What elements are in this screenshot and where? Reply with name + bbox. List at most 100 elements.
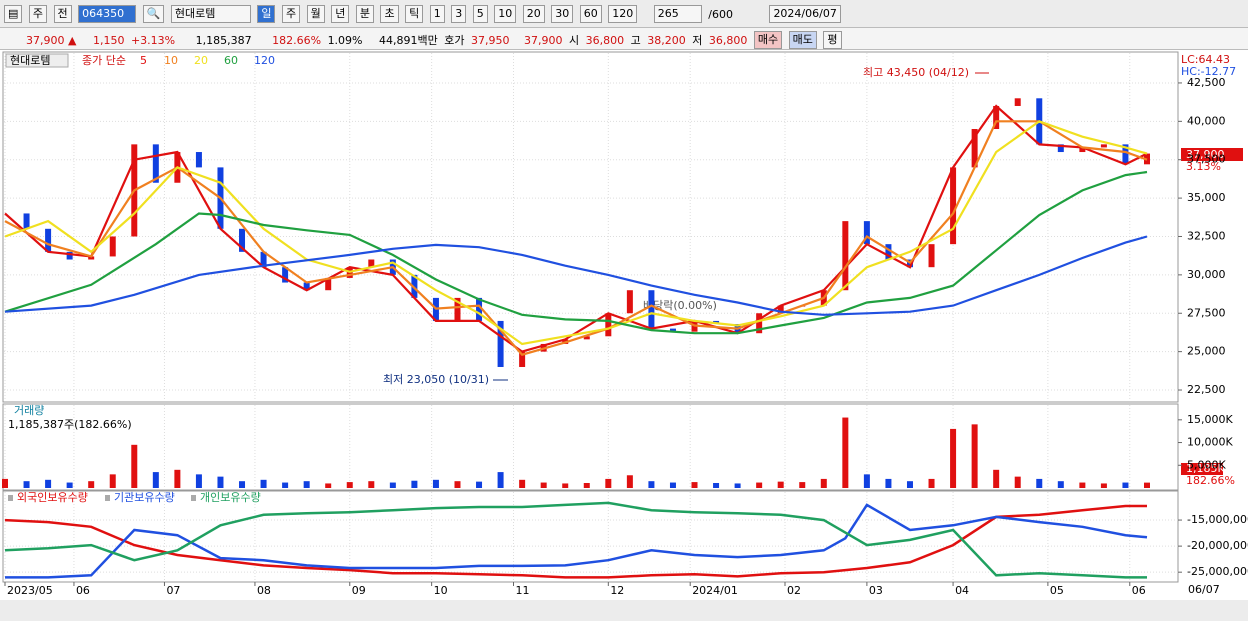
y-tick-label: -25,000,000 [1187, 565, 1248, 578]
period-tick[interactable]: 틱 [405, 5, 424, 23]
y-tick-label: 30,000 [1187, 268, 1226, 281]
legend-entry: 외국인보유수량 [17, 491, 88, 504]
candle [1122, 144, 1129, 165]
high: 38,200 [647, 33, 686, 47]
code-input[interactable]: 064350 [78, 5, 137, 23]
legend-swatch [105, 495, 110, 501]
name-box [5, 53, 69, 68]
annotation-low: 최저 23,050 (10/31) [383, 373, 489, 386]
volume-bar [303, 481, 310, 488]
volume-bar [648, 481, 655, 488]
volume-bar [1144, 482, 1150, 488]
candle [1057, 144, 1064, 153]
period-year[interactable]: 년 [331, 5, 350, 23]
sell-button[interactable]: 매도 [788, 31, 817, 49]
volume-bar [605, 478, 612, 488]
search[interactable]: 🔍 [142, 5, 165, 23]
legend-swatch [8, 495, 13, 501]
volume-bar [2, 478, 8, 488]
buy-button[interactable]: 매수 [753, 31, 783, 49]
date-input[interactable]: 2024/06/07 [769, 5, 841, 23]
volume-bar [174, 469, 181, 488]
candle [497, 320, 504, 367]
interval[interactable]: 60 [579, 5, 602, 23]
volume-bar [842, 417, 849, 488]
candle [863, 221, 870, 245]
candle [605, 313, 612, 337]
y-tick-label: 25,000 [1187, 345, 1226, 358]
interval[interactable]: 10 [494, 5, 517, 23]
turnover: 1.09% [327, 33, 363, 47]
x-tick-label: 04 [955, 584, 969, 597]
interval[interactable]: 30 [551, 5, 574, 23]
volume-bar [195, 474, 202, 488]
candle [842, 221, 849, 291]
volume-bar [282, 482, 289, 488]
candle [260, 251, 267, 268]
menu-button[interactable]: ▤ [4, 5, 23, 23]
y-tick-label: 27,500 [1187, 306, 1226, 319]
interval[interactable]: 120 [608, 5, 638, 23]
interval[interactable]: 20 [522, 5, 545, 23]
x-tick-label: 02 [787, 584, 801, 597]
x-tick-label: 11 [516, 584, 530, 597]
period-month[interactable]: 월 [306, 5, 325, 23]
y-tick-label: 5,000K [1187, 458, 1226, 471]
amount: 44,891백만 [379, 34, 438, 47]
volume-bar [109, 474, 116, 488]
volume-bar [540, 482, 547, 488]
chart-area: 현대로템 종가 단순 LC:64.43 HC:-12.77 최고 43,450 … [0, 51, 1248, 621]
candle [476, 297, 483, 321]
candle [45, 228, 52, 252]
volume-bar [1079, 482, 1086, 488]
x-tick-label: 2024/01 [692, 584, 738, 597]
legend-entry: 개인보유수량 [200, 491, 261, 504]
candle [195, 152, 202, 168]
y-tick-label: -15,000,000 [1187, 513, 1248, 526]
market-select[interactable]: 주 [28, 5, 48, 23]
count-input[interactable]: 265 [653, 5, 702, 23]
volume-bar [325, 483, 332, 488]
x-end-label: 06/07 [1188, 583, 1220, 596]
volume-bar [734, 483, 741, 488]
volume-bar [389, 482, 396, 488]
line [4, 504, 1147, 579]
volume-bar [217, 476, 224, 488]
type-select[interactable]: 전 [53, 5, 72, 23]
bid: 37,900 [524, 33, 563, 47]
volume-bar [583, 483, 590, 488]
period-day[interactable]: 일 [257, 5, 276, 23]
scrollbar[interactable] [0, 600, 1248, 621]
x-tick-label: 06 [76, 584, 90, 597]
line [5, 503, 1148, 579]
volume-bar [368, 481, 375, 488]
volume-bar [863, 474, 870, 488]
candle [1100, 144, 1107, 148]
volume-bar [346, 482, 353, 488]
candle [1014, 98, 1021, 106]
legend-prefix: 종가 단순 [82, 54, 126, 67]
period-min[interactable]: 분 [355, 5, 374, 23]
price: 37,900 ▲ [26, 33, 77, 47]
candle [756, 313, 763, 334]
y-tick-label: 35,000 [1187, 191, 1226, 204]
y-tick-label: 42,500 [1187, 76, 1226, 89]
candle [282, 267, 289, 283]
count-max: /600 [708, 7, 733, 21]
interval[interactable]: 1 [429, 5, 445, 23]
lc-label: LC:64.43 [1181, 53, 1230, 66]
candle [971, 129, 978, 168]
volume-bar [562, 483, 569, 488]
x-tick-label: 07 [166, 584, 180, 597]
legend-swatch [191, 495, 196, 501]
period-sec[interactable]: 초 [380, 5, 399, 23]
volume-bar [432, 479, 439, 488]
volume-bar [131, 444, 138, 488]
period-week[interactable]: 주 [281, 5, 301, 23]
volume-bar [669, 482, 676, 488]
avg-button[interactable]: 평 [823, 31, 842, 49]
volume-bar [950, 428, 957, 488]
interval[interactable]: 5 [472, 5, 488, 23]
interval[interactable]: 3 [451, 5, 467, 23]
low: 36,800 [708, 33, 748, 47]
